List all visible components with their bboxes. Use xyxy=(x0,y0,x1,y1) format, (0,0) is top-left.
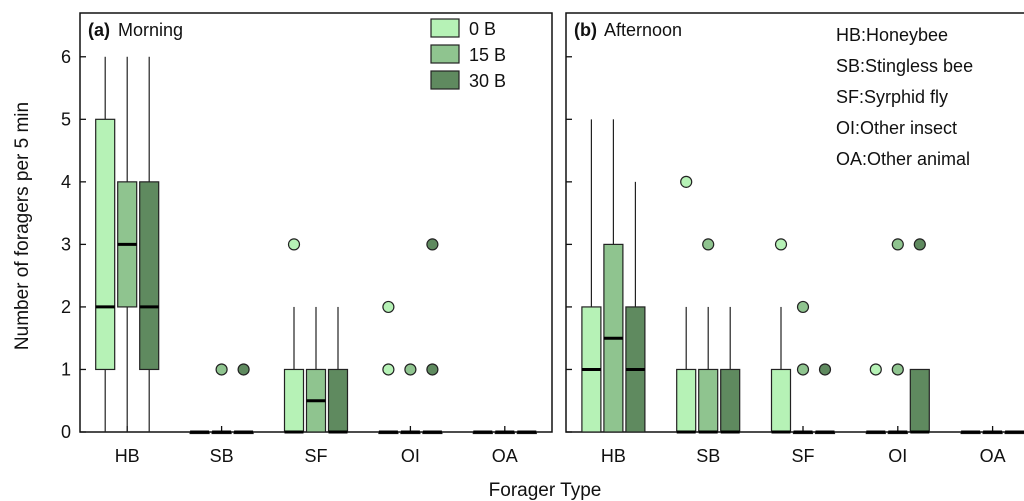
box xyxy=(770,368,792,433)
y-tick-label: 5 xyxy=(61,109,71,129)
panel-title: Afternoon xyxy=(604,20,682,40)
legend-swatch xyxy=(430,70,460,90)
box xyxy=(676,368,697,433)
outlier-point xyxy=(215,363,228,376)
legend-swatch xyxy=(430,44,460,64)
outlier-point xyxy=(913,238,926,251)
panel-afternoon: HB SB SF OI OA (b) Afternoon HB:Honeybee SB:Stin… xyxy=(565,12,1024,466)
outlier-point xyxy=(404,363,417,376)
box xyxy=(698,368,719,433)
y-tick-label: 0 xyxy=(61,422,71,442)
y-tick-label: 6 xyxy=(61,47,71,67)
abbreviation-text: SB:Stingless bee xyxy=(836,56,973,76)
abbreviation-text: OI:Other insect xyxy=(836,118,957,138)
box xyxy=(909,368,930,433)
x-axis-title: Forager Type xyxy=(489,480,602,501)
x-tick-label: SB xyxy=(210,446,234,466)
panel-title: Morning xyxy=(118,20,183,40)
abbreviation-text: HB:Honeybee xyxy=(836,25,948,45)
outlier-point xyxy=(287,238,301,251)
y-tick-label: 4 xyxy=(61,172,71,192)
x-tick-label: SB xyxy=(696,446,720,466)
x-tick-label: HB xyxy=(115,446,140,466)
legend-label: 30 B xyxy=(469,71,506,91)
x-tick-label: OI xyxy=(888,446,907,466)
x-tick-label: OA xyxy=(980,446,1006,466)
legend-label: 0 B xyxy=(469,19,496,39)
abbreviation-text: OA:Other animal xyxy=(836,149,970,169)
y-tick-label: 1 xyxy=(61,359,71,379)
outlier-point xyxy=(891,238,904,251)
y-tick-label: 3 xyxy=(61,234,71,254)
outlier-point xyxy=(382,363,395,376)
x-tick-label: SF xyxy=(304,446,327,466)
outlier-point xyxy=(237,363,250,376)
panel-label: (a) xyxy=(88,20,110,40)
box xyxy=(139,181,160,371)
outlier-point xyxy=(426,238,439,251)
outlier-point xyxy=(680,175,693,188)
outlier-point xyxy=(702,238,715,251)
x-tick-label: HB xyxy=(601,446,626,466)
outlier-point xyxy=(796,300,810,314)
outlier-point xyxy=(382,300,395,314)
x-tick-label: SF xyxy=(791,446,814,466)
outlier-point xyxy=(818,363,832,376)
box xyxy=(283,368,305,433)
x-tick-label: OA xyxy=(492,446,518,466)
box xyxy=(95,118,116,371)
y-tick-label: 2 xyxy=(61,297,71,317)
y-axis-title: Number of foragers per 5 min xyxy=(12,102,33,350)
panel-label: (b) xyxy=(574,20,597,40)
outlier-point xyxy=(774,238,788,251)
outlier-point xyxy=(869,363,882,376)
outlier-point xyxy=(426,363,439,376)
outlier-point xyxy=(796,363,810,376)
legend-swatch xyxy=(430,18,460,38)
legend-label: 15 B xyxy=(469,45,506,65)
outlier-point xyxy=(891,363,904,376)
panel-morning: 0 1 2 3 4 5 6 HB SB SF OI OA (a) Morning 0 B 15 B 30 B xyxy=(61,12,553,466)
x-tick-label: OI xyxy=(401,446,420,466)
box xyxy=(720,368,741,433)
box xyxy=(327,368,349,433)
abbreviation-text: SF:Syrphid fly xyxy=(836,87,948,107)
